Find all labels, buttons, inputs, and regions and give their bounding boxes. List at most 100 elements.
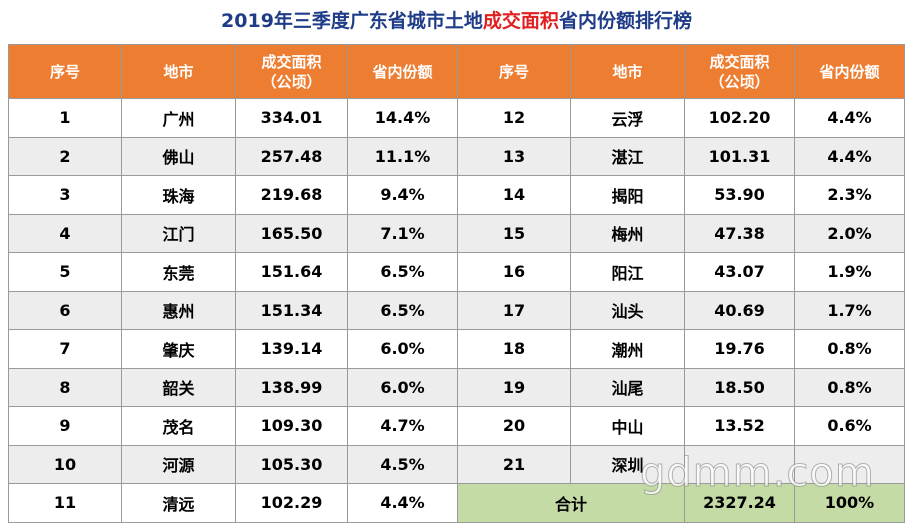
share-cell: 4.4% xyxy=(794,136,905,176)
city-cell: 汕头 xyxy=(570,290,685,330)
area-cell: 43.07 xyxy=(684,252,795,292)
header-share: 省内份额 xyxy=(347,44,458,99)
rank-cell: 3 xyxy=(8,175,122,215)
area-cell xyxy=(684,444,795,484)
area-cell: 102.20 xyxy=(684,98,795,138)
header-area: 成交面积 （公顷） xyxy=(235,44,348,99)
rank-cell: 15 xyxy=(457,213,571,253)
ranking-table: 序号 地市 成交面积 （公顷） 省内份额 序号 地市 成交面积 （公顷） 省内份额 … xyxy=(8,44,905,523)
city-cell: 韶关 xyxy=(121,367,236,407)
share-cell: 9.4% xyxy=(347,175,458,215)
area-cell: 19.76 xyxy=(684,329,795,369)
share-cell: 0.6% xyxy=(794,406,905,446)
city-cell: 惠州 xyxy=(121,290,236,330)
header-row: 序号 地市 成交面积 （公顷） 省内份额 序号 地市 成交面积 （公顷） 省内份额 xyxy=(8,44,905,99)
table-row: 6 惠州 151.34 6.5% 17 汕头 40.69 1.7% xyxy=(8,290,905,330)
header-city: 地市 xyxy=(570,44,685,99)
area-cell: 165.50 xyxy=(235,213,348,253)
area-cell: 102.29 xyxy=(235,483,348,523)
city-cell: 肇庆 xyxy=(121,329,236,369)
city-cell: 珠海 xyxy=(121,175,236,215)
city-cell: 揭阳 xyxy=(570,175,685,215)
share-cell: 0.8% xyxy=(794,367,905,407)
header-rank: 序号 xyxy=(457,44,571,99)
city-cell: 江门 xyxy=(121,213,236,253)
city-cell: 清远 xyxy=(121,483,236,523)
rank-cell: 16 xyxy=(457,252,571,292)
header-area-line2: （公顷） xyxy=(709,72,770,91)
title-highlight: 成交面积 xyxy=(482,10,559,32)
share-cell: 0.8% xyxy=(794,329,905,369)
share-cell: 6.0% xyxy=(347,367,458,407)
area-cell: 219.68 xyxy=(235,175,348,215)
area-cell: 105.30 xyxy=(235,444,348,484)
rank-cell: 19 xyxy=(457,367,571,407)
table-title: 2019年三季度广东省城市土地成交面积省内份额排行榜 xyxy=(0,4,913,38)
share-cell: 6.5% xyxy=(347,290,458,330)
share-cell: 4.4% xyxy=(347,483,458,523)
city-cell: 广州 xyxy=(121,98,236,138)
share-cell: 1.9% xyxy=(794,252,905,292)
area-cell: 53.90 xyxy=(684,175,795,215)
area-cell: 101.31 xyxy=(684,136,795,176)
area-cell: 334.01 xyxy=(235,98,348,138)
rank-cell: 8 xyxy=(8,367,122,407)
city-cell: 佛山 xyxy=(121,136,236,176)
area-cell: 139.14 xyxy=(235,329,348,369)
area-cell: 47.38 xyxy=(684,213,795,253)
city-cell: 深圳 xyxy=(570,444,685,484)
share-cell: 1.7% xyxy=(794,290,905,330)
table-row: 7 肇庆 139.14 6.0% 18 潮州 19.76 0.8% xyxy=(8,329,905,369)
table-row: 3 珠海 219.68 9.4% 14 揭阳 53.90 2.3% xyxy=(8,175,905,215)
header-rank: 序号 xyxy=(8,44,122,99)
city-cell: 河源 xyxy=(121,444,236,484)
rank-cell: 5 xyxy=(8,252,122,292)
table-row: 11 清远 102.29 4.4% 合计 2327.24 100% xyxy=(8,483,905,523)
rank-cell: 14 xyxy=(457,175,571,215)
header-area-line1: 成交面积 xyxy=(261,52,322,71)
share-cell: 2.3% xyxy=(794,175,905,215)
rank-cell: 4 xyxy=(8,213,122,253)
rank-cell: 9 xyxy=(8,406,122,446)
city-cell: 中山 xyxy=(570,406,685,446)
city-cell: 湛江 xyxy=(570,136,685,176)
share-cell: 14.4% xyxy=(347,98,458,138)
table-row: 4 江门 165.50 7.1% 15 梅州 47.38 2.0% xyxy=(8,213,905,253)
share-cell: 4.4% xyxy=(794,98,905,138)
city-cell: 潮州 xyxy=(570,329,685,369)
share-cell: 4.7% xyxy=(347,406,458,446)
rank-cell: 2 xyxy=(8,136,122,176)
header-area: 成交面积 （公顷） xyxy=(684,44,795,99)
rank-cell: 10 xyxy=(8,444,122,484)
rank-cell: 12 xyxy=(457,98,571,138)
area-cell: 138.99 xyxy=(235,367,348,407)
rank-cell: 1 xyxy=(8,98,122,138)
city-cell: 阳江 xyxy=(570,252,685,292)
table-row: 8 韶关 138.99 6.0% 19 汕尾 18.50 0.8% xyxy=(8,367,905,407)
city-cell: 梅州 xyxy=(570,213,685,253)
rank-cell: 13 xyxy=(457,136,571,176)
share-cell: 2.0% xyxy=(794,213,905,253)
area-cell: 109.30 xyxy=(235,406,348,446)
table-row: 5 东莞 151.64 6.5% 16 阳江 43.07 1.9% xyxy=(8,252,905,292)
header-share: 省内份额 xyxy=(794,44,905,99)
rank-cell: 11 xyxy=(8,483,122,523)
header-area-line1: 成交面积 xyxy=(709,52,770,71)
rank-cell: 17 xyxy=(457,290,571,330)
share-cell: 6.0% xyxy=(347,329,458,369)
rank-cell: 21 xyxy=(457,444,571,484)
share-cell xyxy=(794,444,905,484)
city-cell: 云浮 xyxy=(570,98,685,138)
share-cell: 11.1% xyxy=(347,136,458,176)
rank-cell: 6 xyxy=(8,290,122,330)
share-cell: 6.5% xyxy=(347,252,458,292)
table-row: 2 佛山 257.48 11.1% 13 湛江 101.31 4.4% xyxy=(8,136,905,176)
area-cell: 40.69 xyxy=(684,290,795,330)
title-part2: 省内份额排行榜 xyxy=(558,10,692,32)
rank-cell: 18 xyxy=(457,329,571,369)
table-row: 10 河源 105.30 4.5% 21 深圳 xyxy=(8,444,905,484)
header-area-line2: （公顷） xyxy=(261,72,322,91)
table-row: 1 广州 334.01 14.4% 12 云浮 102.20 4.4% xyxy=(8,98,905,138)
area-cell: 13.52 xyxy=(684,406,795,446)
city-cell: 茂名 xyxy=(121,406,236,446)
